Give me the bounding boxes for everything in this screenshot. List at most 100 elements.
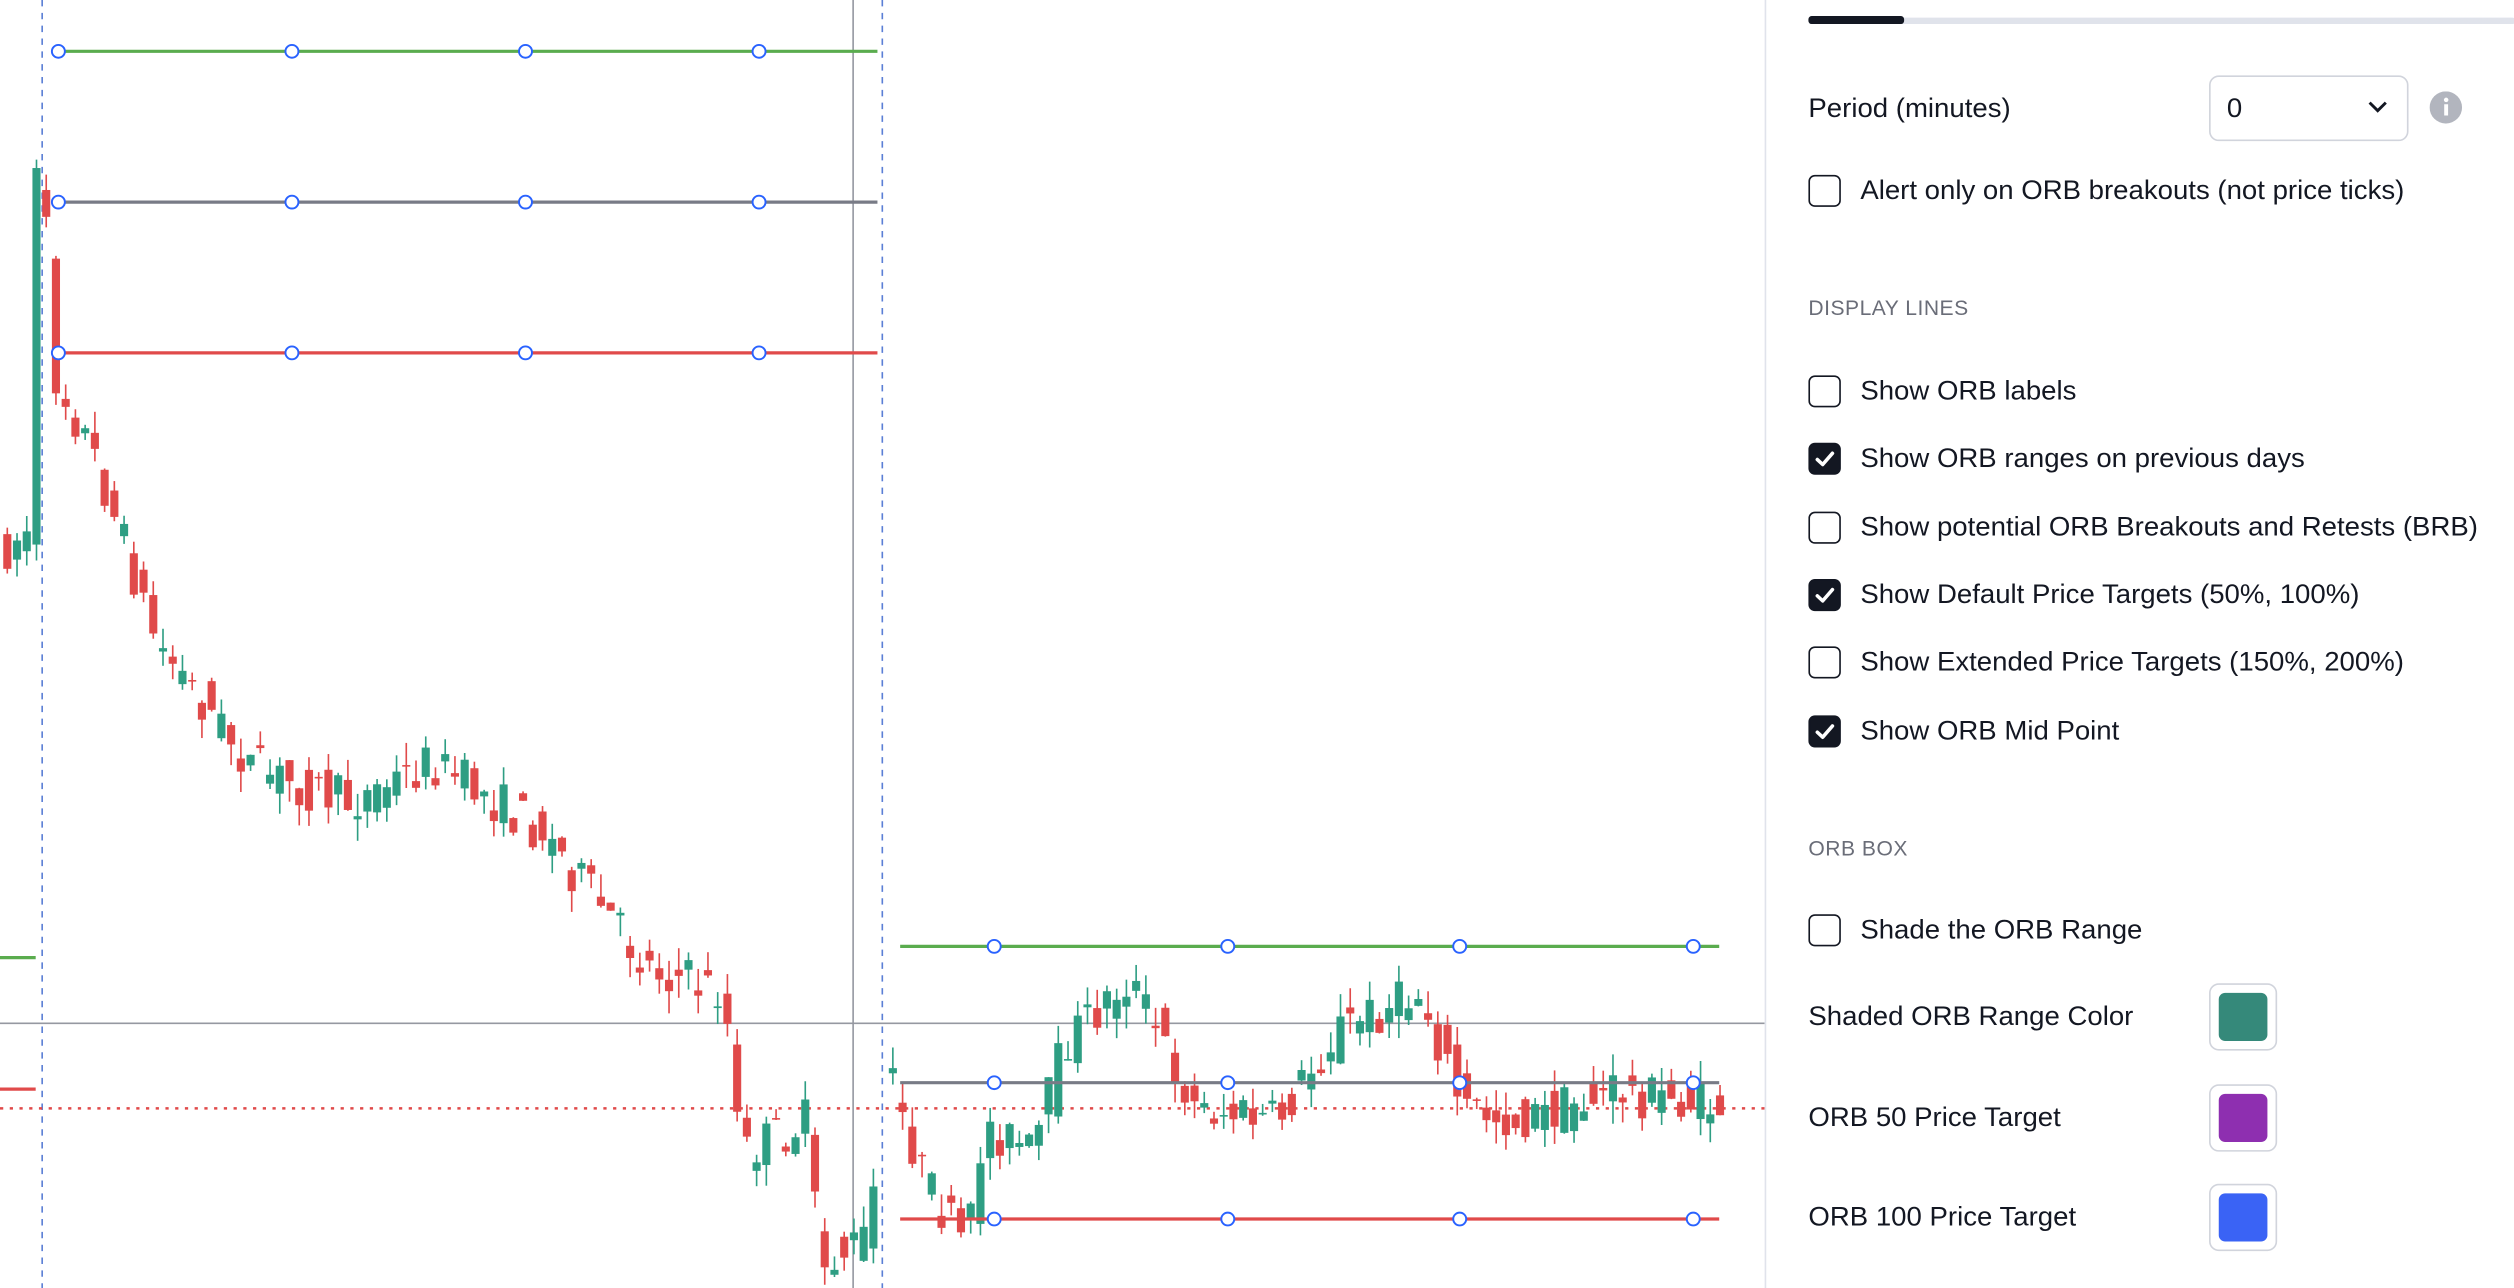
candle-body [616, 912, 625, 916]
section-heading: DISPLAY LINES [1808, 295, 1969, 320]
checkbox[interactable] [1808, 375, 1841, 408]
candle-body [499, 784, 508, 824]
candle-body [1638, 1091, 1647, 1119]
checkbox[interactable] [1808, 714, 1841, 747]
checkbox-label[interactable]: Alert only on ORB breakouts (not price t… [1860, 174, 2405, 206]
candle-body [801, 1099, 810, 1134]
candle-body [1511, 1114, 1520, 1129]
candle-body [1472, 1099, 1481, 1101]
checkbox[interactable] [1808, 914, 1841, 947]
candle-body [110, 490, 119, 517]
color-swatch[interactable] [2209, 1183, 2278, 1252]
line-handle [284, 43, 300, 59]
candle-body [1346, 1007, 1355, 1014]
checkbox-label[interactable]: Shade the ORB Range [1860, 914, 2143, 945]
candle-body [733, 1044, 742, 1112]
line-handle [1685, 1211, 1701, 1227]
candle-body [1034, 1124, 1043, 1146]
period-select[interactable]: 0 [2209, 75, 2409, 142]
candle-body [1628, 1075, 1637, 1086]
candle-body [674, 969, 683, 976]
checkbox[interactable] [1808, 578, 1841, 611]
checkbox-label[interactable]: Show ORB ranges on previous days [1860, 443, 2305, 474]
candle-body [1531, 1104, 1540, 1129]
candle-body [421, 747, 430, 777]
checkbox[interactable] [1808, 443, 1841, 476]
candle-body [684, 960, 693, 970]
checkbox[interactable] [1808, 511, 1841, 544]
line-handle [1452, 938, 1468, 954]
candle-body [1102, 991, 1112, 1009]
candle-body [1151, 1025, 1160, 1029]
candle-body [548, 838, 557, 856]
chart [0, 0, 1765, 1288]
candle-body [158, 648, 168, 652]
candle-body [265, 774, 275, 784]
candle-body [1443, 1024, 1452, 1054]
checkbox-label[interactable]: Show ORB Mid Point [1860, 714, 2120, 746]
checkbox-label[interactable]: Show ORB labels [1860, 375, 2077, 406]
candle-body [1239, 1100, 1248, 1118]
candle-body [1715, 1095, 1725, 1116]
candle-body [927, 1173, 936, 1195]
candle-body [966, 1203, 975, 1220]
candle-body [840, 1236, 849, 1258]
candle-body [314, 776, 323, 779]
candle-body [236, 758, 245, 772]
candle-body [917, 1154, 927, 1157]
candle-body [100, 469, 109, 506]
candle-body [1696, 1081, 1705, 1120]
candle-body [1385, 1008, 1394, 1023]
candle-body [995, 1140, 1004, 1156]
checkbox-label[interactable]: Show Extended Price Targets (150%, 200%) [1860, 646, 2404, 678]
candle-body [723, 993, 732, 1024]
candle-body [1005, 1124, 1014, 1149]
candle-body [450, 773, 459, 777]
candle-body [120, 523, 129, 537]
candle-body [1482, 1107, 1491, 1121]
color-swatch[interactable] [2209, 1083, 2278, 1151]
candle-body [188, 679, 197, 682]
checkmark [1815, 452, 1835, 467]
candle-body [849, 1232, 858, 1241]
candle-body [1540, 1104, 1549, 1130]
candle-body [888, 1068, 897, 1074]
candle-body [1579, 1111, 1588, 1121]
candle-body [1667, 1080, 1676, 1099]
candle-body [1219, 1115, 1228, 1117]
candle-body [1608, 1075, 1618, 1102]
candle-body [51, 258, 61, 394]
candle-body [752, 1162, 761, 1171]
line-handle [284, 194, 300, 210]
candle-body [178, 670, 187, 685]
candle-body [431, 778, 440, 786]
checkbox-label[interactable]: Show Default Price Targets (50%, 100%) [1860, 578, 2360, 610]
candle-body [1063, 1059, 1073, 1061]
line-handle [751, 43, 767, 59]
candle-body [256, 745, 265, 749]
swatch-fill [2218, 1093, 2268, 1142]
line-handle [50, 345, 66, 361]
candle-body [470, 768, 479, 800]
line-handle [518, 345, 533, 361]
line-handle [1220, 1075, 1236, 1091]
candle-body [1209, 1118, 1219, 1124]
candle-body [149, 595, 158, 634]
candle-body [334, 775, 343, 795]
candle-body [227, 725, 236, 745]
candle-body [324, 769, 333, 808]
candle-body [489, 810, 498, 822]
candle-body [285, 760, 294, 782]
candle-body [246, 754, 255, 766]
candle-body [1394, 981, 1403, 1017]
candle-body [538, 811, 547, 841]
tab-track [1808, 17, 2514, 25]
swatch-fill [2218, 1193, 2268, 1242]
checkbox[interactable] [1808, 646, 1841, 679]
candle-body [1657, 1090, 1666, 1113]
info-icon[interactable] [2429, 91, 2463, 124]
color-swatch[interactable] [2209, 983, 2278, 1051]
checkbox[interactable] [1808, 174, 1841, 207]
checkbox-label[interactable]: Show potential ORB Breakouts and Retests… [1860, 511, 2478, 542]
